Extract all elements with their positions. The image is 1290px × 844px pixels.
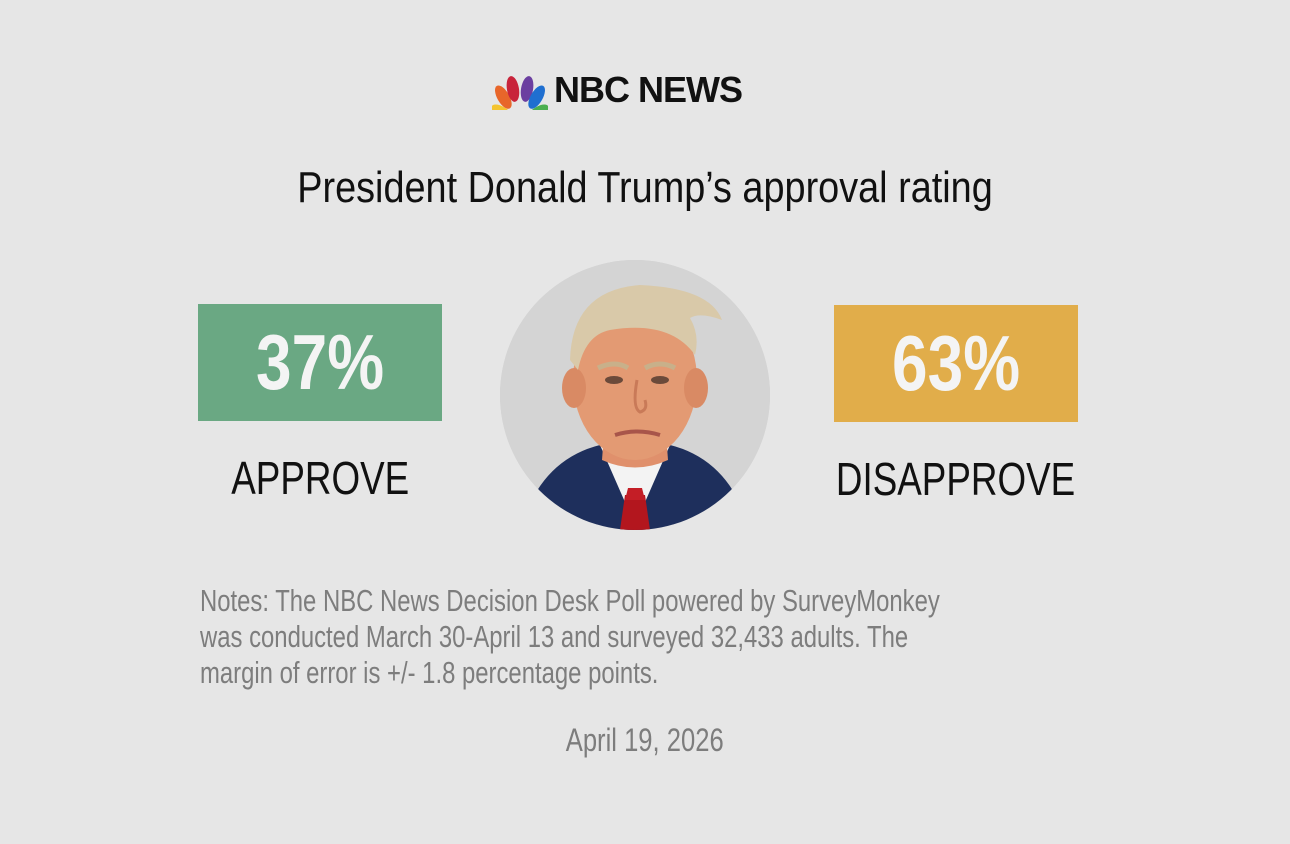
portrait-illustration xyxy=(500,260,770,530)
disapprove-label: DISAPPROVE xyxy=(836,453,1076,505)
chart-title: President Donald Trump’s approval rating xyxy=(297,163,993,212)
approve-label-wrap: APPROVE xyxy=(170,455,470,501)
nbc-peacock-icon xyxy=(492,76,548,110)
approve-value-box: 37% xyxy=(198,304,442,421)
approve-label: APPROVE xyxy=(231,452,409,504)
publish-date-wrap: April 19, 2026 xyxy=(0,722,1290,759)
disapprove-value: 63% xyxy=(891,319,1021,407)
poll-notes: Notes: The NBC News Decision Desk Poll p… xyxy=(200,583,940,690)
nbc-news-logo: NBC NEWS xyxy=(492,66,802,114)
approve-value: 37% xyxy=(255,318,385,406)
disapprove-label-wrap: DISAPPROVE xyxy=(806,456,1106,502)
publish-date: April 19, 2026 xyxy=(566,722,724,758)
brand-name: NBC NEWS xyxy=(554,69,743,110)
disapprove-value-box: 63% xyxy=(834,305,1078,422)
portrait-photo xyxy=(500,260,770,530)
